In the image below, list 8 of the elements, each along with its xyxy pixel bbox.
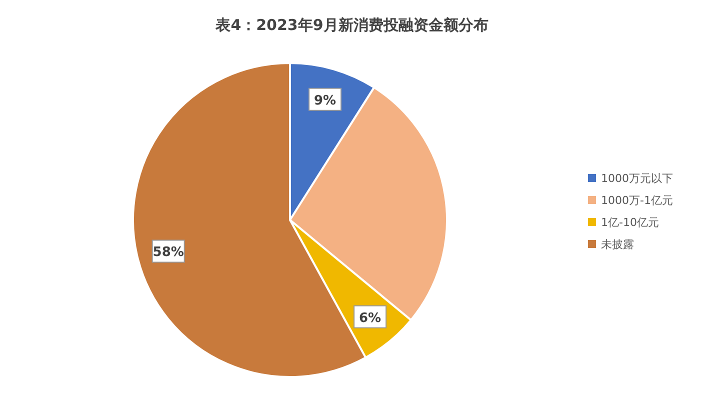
legend-label: 未披露 — [601, 238, 634, 251]
data-label: 58% — [152, 245, 184, 260]
legend-label: 1亿-10亿元 — [601, 216, 659, 229]
legend-label: 1000万-1亿元 — [601, 194, 673, 207]
chart-title: 表4：2023年9月新消费投融资金额分布 — [214, 16, 488, 34]
data-label: 6% — [359, 310, 382, 326]
data-label: 9% — [314, 93, 336, 108]
legend-label: 1000万元以下 — [601, 172, 673, 185]
